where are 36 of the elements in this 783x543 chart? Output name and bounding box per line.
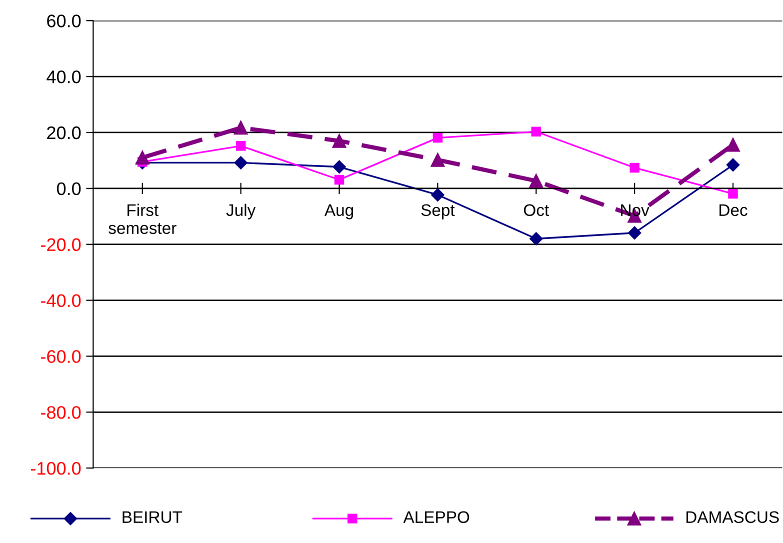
y-tick-label: -80.0 (41, 406, 81, 419)
x-tick-label: Oct (524, 204, 549, 216)
point (234, 120, 248, 135)
point (530, 232, 543, 246)
legend-label: BEIRUT (122, 511, 182, 524)
point (430, 152, 445, 167)
point (529, 174, 544, 188)
legend-label: ALEPPO (403, 511, 470, 524)
point (332, 160, 346, 174)
point (332, 134, 346, 148)
x-tick-label: July (226, 204, 256, 220)
y-tick-label: 20.0 (47, 126, 81, 140)
y-tick-label: -20.0 (41, 238, 81, 252)
point (728, 188, 738, 199)
point (135, 150, 150, 165)
point (431, 188, 444, 202)
point (630, 162, 640, 173)
point (234, 156, 248, 170)
y-tick-label: 40.0 (46, 70, 81, 84)
x-tick-label: First semester (108, 204, 176, 234)
y-tick-label: 0.0 (56, 182, 81, 196)
point (726, 158, 740, 172)
y-tick-label: -100.0 (30, 462, 81, 475)
x-tick-label: Aug (324, 204, 354, 220)
y-tick-label: 60.0 (47, 14, 81, 28)
legend-label: DAMASCUS (686, 511, 779, 524)
y-tick-label: -40.0 (41, 294, 81, 307)
x-tick-label: Sept (421, 204, 455, 220)
point (236, 141, 246, 151)
x-tick-label: Dec (720, 204, 748, 216)
point (726, 138, 740, 152)
point (432, 132, 443, 143)
y-tick-label: -60.0 (41, 350, 81, 363)
point (628, 226, 642, 240)
point (531, 126, 541, 137)
point (334, 174, 344, 185)
